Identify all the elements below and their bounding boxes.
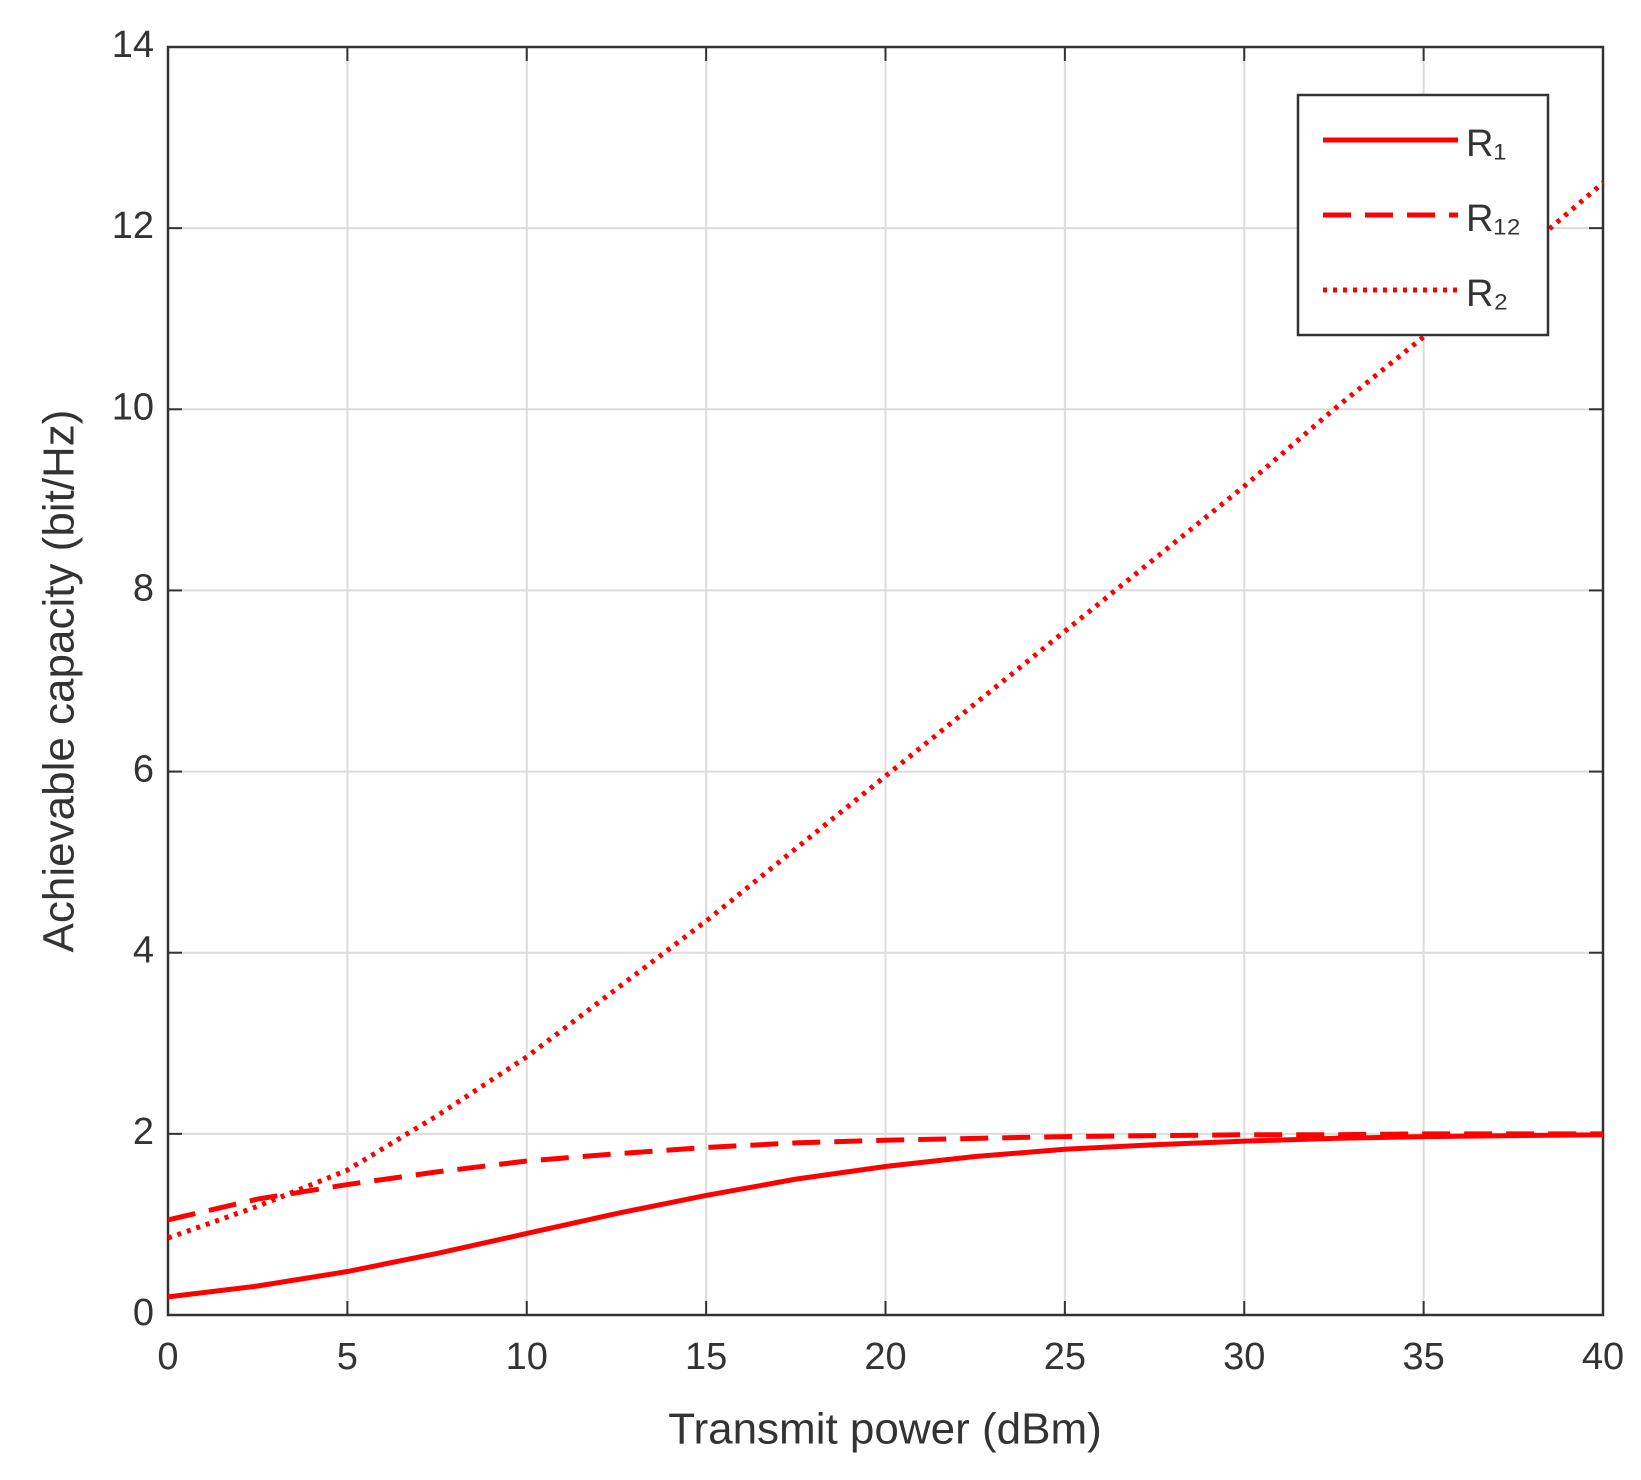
x-tick-label: 30 bbox=[1223, 1336, 1265, 1378]
y-tick-label: 12 bbox=[112, 205, 154, 247]
series-line bbox=[167, 1131, 1603, 1223]
y-tick-label: 4 bbox=[133, 930, 154, 972]
plot-frame bbox=[166, 45, 1605, 1317]
series-line bbox=[167, 180, 1605, 1241]
legend-label: R₁ bbox=[1466, 123, 1506, 165]
y-tick-label: 10 bbox=[112, 386, 154, 428]
x-tick-label: 25 bbox=[1044, 1336, 1086, 1378]
x-tick-label: 5 bbox=[337, 1336, 358, 1378]
legend-label: R₂ bbox=[1466, 273, 1508, 315]
x-tick-label: 40 bbox=[1582, 1336, 1624, 1378]
legend-label: R₁₂ bbox=[1466, 198, 1521, 240]
y-tick-label: 6 bbox=[133, 749, 154, 791]
series-line bbox=[167, 1132, 1604, 1300]
y-tick-label: 14 bbox=[112, 24, 154, 66]
y-tick-label: 0 bbox=[133, 1292, 154, 1334]
y-tick-label: 8 bbox=[133, 567, 154, 609]
x-tick-label: 15 bbox=[685, 1336, 727, 1378]
y-axis-label: Achievable capacity (bit/Hz) bbox=[35, 410, 84, 953]
x-tick-label: 0 bbox=[157, 1336, 178, 1378]
x-tick-label: 20 bbox=[864, 1336, 906, 1378]
legend: R₁ R₁₂ R₂ bbox=[1296, 93, 1550, 337]
y-tick-label: 2 bbox=[133, 1111, 154, 1153]
x-tick-label: 35 bbox=[1402, 1336, 1444, 1378]
x-tick-label: 10 bbox=[506, 1336, 548, 1378]
x-axis-label: Transmit power (dBm) bbox=[668, 1405, 1102, 1454]
